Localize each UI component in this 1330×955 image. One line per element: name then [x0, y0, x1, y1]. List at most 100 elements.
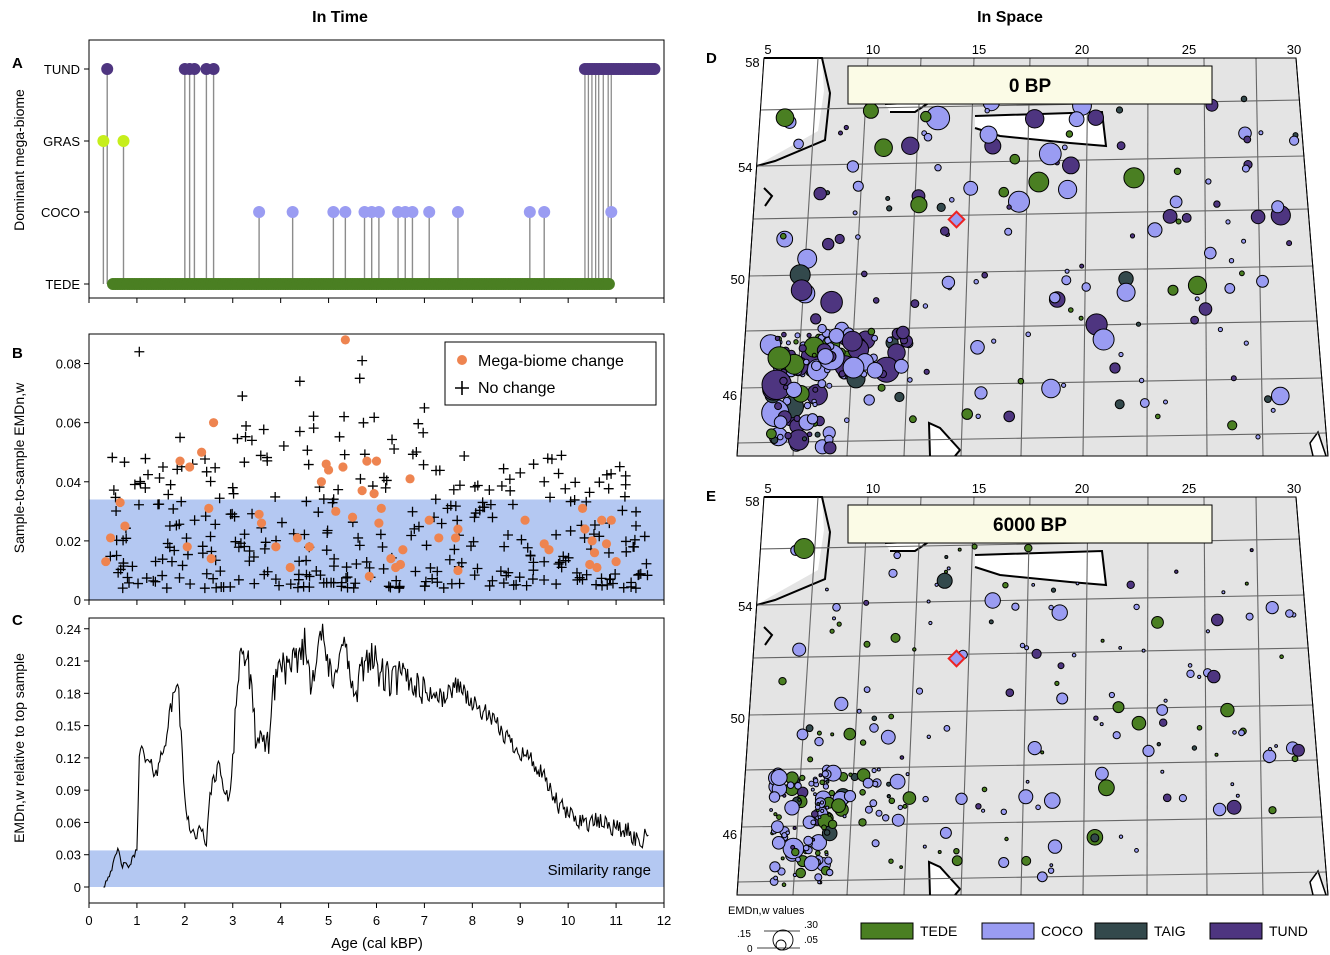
map-point-coco — [1049, 863, 1054, 867]
map-point-coco — [1169, 195, 1183, 209]
map-point-tund — [981, 271, 989, 279]
map-point-tund — [1181, 213, 1192, 223]
map-point-tede — [1239, 270, 1245, 277]
map-point-tund — [1230, 375, 1237, 382]
panel-b-point-change — [606, 515, 616, 525]
panel-b-point-change — [424, 515, 434, 525]
map-point-coco — [1197, 674, 1202, 680]
map-point-coco — [1041, 378, 1061, 399]
map-point-coco — [1000, 808, 1007, 815]
map-point-coco — [1025, 779, 1030, 784]
panel-b-point-nochange — [430, 494, 441, 505]
panel-b-point-nochange — [505, 485, 516, 496]
panel-b-ytick-label: 0.06 — [56, 416, 81, 431]
panel-a-point-coco — [451, 206, 464, 218]
map-point-tede — [843, 727, 857, 741]
panel-c-xtick-label: 10 — [561, 913, 575, 928]
panel-b-point-nochange — [617, 505, 628, 516]
panel-b-point-nochange — [565, 496, 576, 507]
panel-c-xtick-label: 4 — [277, 913, 284, 928]
panel-c-xtick-label: 12 — [657, 913, 671, 928]
panel-a-ytick-label: COCO — [41, 205, 80, 220]
map-point-tede — [1065, 130, 1074, 138]
panel-b-point-change — [285, 562, 295, 573]
map-point-tede — [902, 803, 908, 809]
panel-b-point-change — [371, 456, 382, 466]
map-point-tede — [797, 798, 802, 802]
map-point-coco — [1027, 741, 1042, 756]
map-point-coco — [1051, 604, 1068, 621]
map-point-tede — [821, 824, 827, 831]
panel-b-point-nochange — [124, 577, 135, 588]
map-point-tede — [1123, 167, 1145, 189]
panel-b-point-change — [369, 489, 379, 499]
map-lat-label: 46 — [723, 827, 737, 842]
map-point-tede — [953, 848, 960, 855]
panel-b-point-nochange — [166, 556, 177, 567]
map-point-coco — [832, 603, 841, 612]
map-point-tund — [841, 330, 863, 352]
panel-b-point-nochange — [545, 492, 556, 503]
map-point-coco — [817, 348, 834, 365]
map-point-tede — [819, 779, 826, 786]
panel-b-point-nochange — [339, 449, 350, 460]
panel-b-point-change — [453, 565, 463, 576]
panel-c-ytick-label: 0.21 — [56, 654, 81, 669]
map-point-coco — [825, 805, 830, 810]
panel-b-point-change — [592, 562, 602, 573]
panel-b-point-nochange — [551, 529, 562, 540]
map-point-coco — [973, 279, 979, 285]
map-point-tund — [861, 270, 868, 278]
panel-b-point-nochange — [528, 557, 539, 568]
map-point-coco — [869, 799, 878, 808]
panel-b-point-nochange — [630, 520, 641, 531]
panel-b-point-nochange — [522, 542, 533, 553]
panel-b-ytick-label: 0.02 — [56, 534, 81, 549]
panel-b-point-nochange — [336, 581, 347, 592]
map-point-tede — [1214, 752, 1219, 757]
panel-b-point-nochange — [620, 470, 631, 481]
panel-b-point-nochange — [394, 581, 405, 592]
map-point-coco — [1241, 238, 1247, 244]
map-point-coco — [1024, 645, 1030, 651]
map-point-tund — [1190, 315, 1199, 325]
map-point-coco — [803, 358, 810, 366]
panel-b-point-nochange — [380, 482, 391, 493]
panel-b-point-nochange — [107, 452, 118, 463]
map-e-title: 6000 BP — [993, 515, 1067, 536]
map-point-tede — [1078, 315, 1084, 321]
map-point-coco — [1268, 747, 1273, 752]
panel-b-point-change — [405, 474, 415, 484]
panel-b-point-nochange — [134, 346, 145, 357]
panel-b-point-nochange — [328, 494, 339, 505]
map-point-coco — [886, 336, 893, 344]
panel-b-point-nochange — [342, 582, 353, 593]
panel-b-point-change — [395, 559, 406, 570]
map-point-coco — [928, 620, 933, 626]
panel-c-xtick-label: 6 — [373, 913, 380, 928]
map-point-coco — [1036, 871, 1048, 883]
map-point-coco — [813, 778, 819, 784]
panel-a-point-tund — [101, 63, 114, 75]
map-point-coco — [812, 401, 818, 408]
map-point-tede — [867, 327, 876, 336]
panel-c-ytick-label: 0.18 — [56, 686, 81, 701]
map-point-coco — [1071, 652, 1077, 658]
map-point-coco — [1274, 744, 1278, 748]
panel-b-point-change — [304, 542, 315, 552]
panel-c-xtick-label: 3 — [229, 913, 236, 928]
panel-b-point-nochange — [419, 402, 430, 413]
panel-b-point-nochange — [553, 558, 564, 569]
map-point-tede — [781, 882, 787, 888]
size-legend-label-015: .15 — [737, 929, 751, 940]
map-point-tund — [838, 130, 843, 136]
map-point-tede — [1028, 171, 1050, 193]
map-point-tund — [783, 384, 789, 390]
panel-b-point-change — [364, 571, 374, 581]
panel-b-point-nochange — [594, 477, 605, 488]
panel-c-ytick-label: 0.03 — [56, 848, 81, 863]
panel-b-point-nochange — [425, 562, 436, 573]
map-point-tund — [792, 826, 797, 830]
legend-label-coco: COCO — [1041, 923, 1083, 939]
panel-b-point-change — [338, 462, 348, 472]
